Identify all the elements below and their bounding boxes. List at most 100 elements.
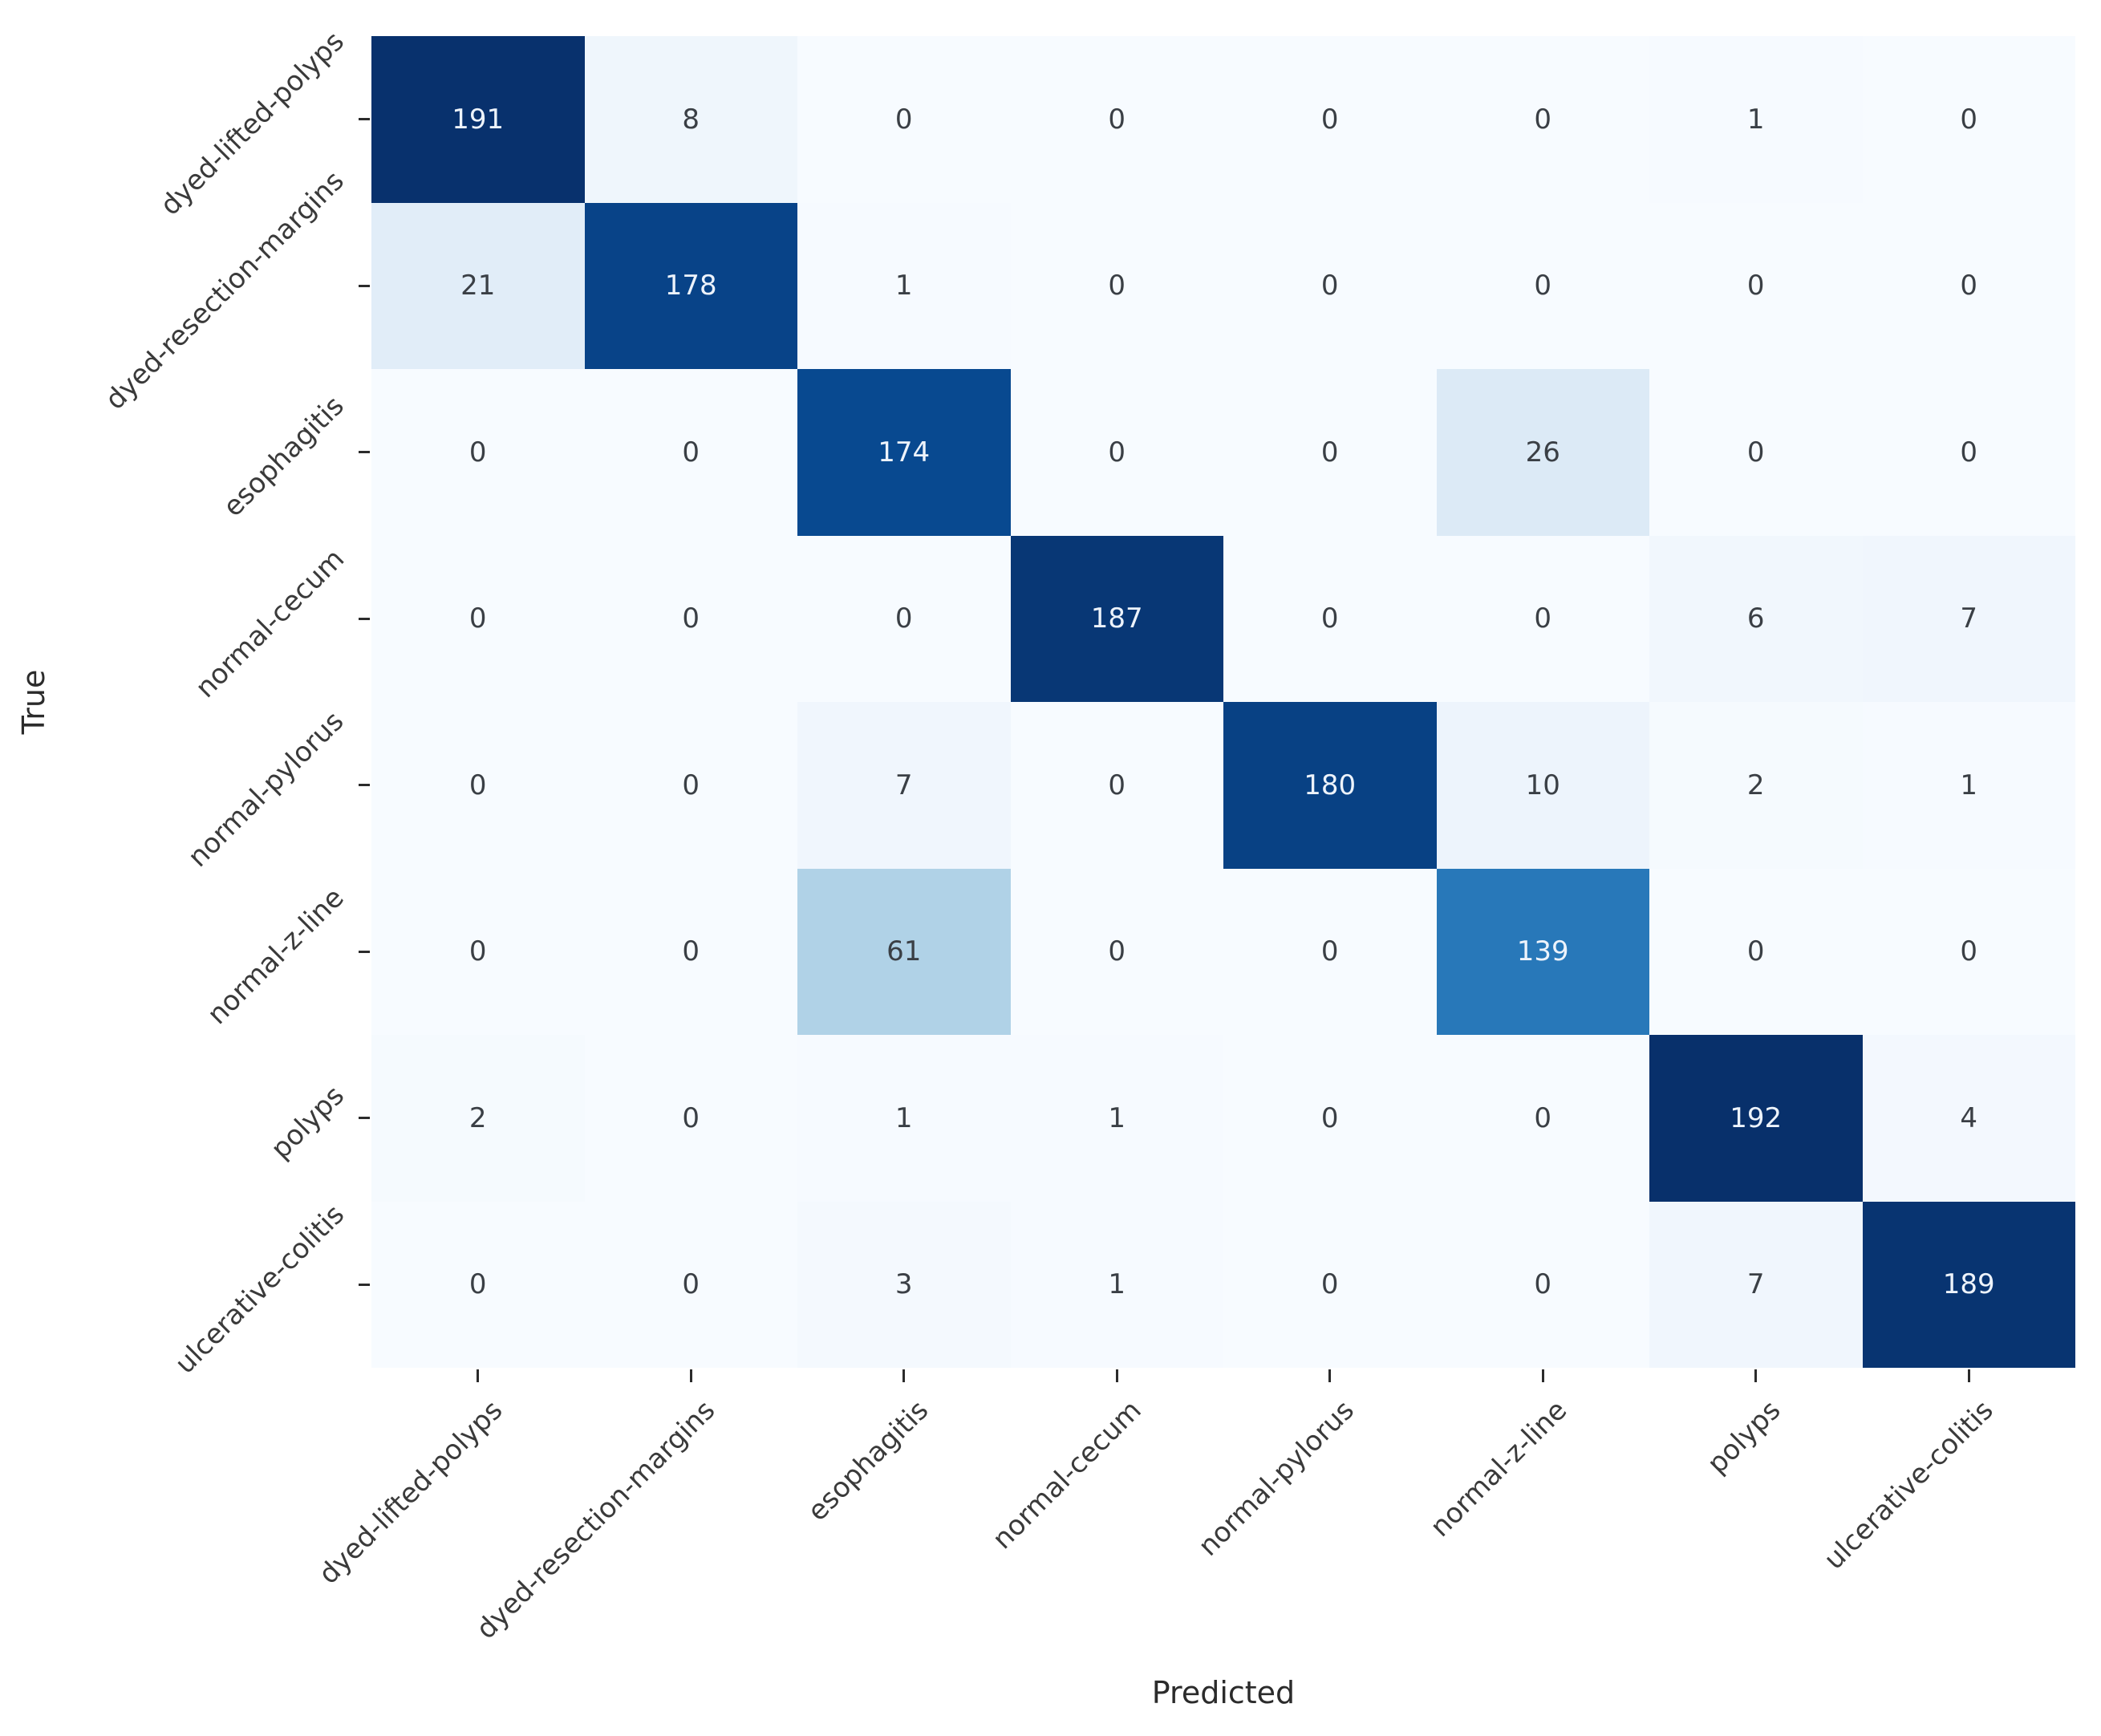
x-axis-tick [1967, 1369, 1970, 1382]
heatmap-cell: 1 [1010, 1035, 1223, 1202]
y-axis-tick [359, 1283, 370, 1286]
heatmap-cell: 0 [371, 369, 585, 536]
cell-value: 0 [1534, 1268, 1552, 1301]
cell-value: 10 [1525, 769, 1560, 801]
cell-value: 1 [1108, 1268, 1126, 1301]
x-axis-tick [1541, 1369, 1544, 1382]
heatmap-cell: 2 [371, 1035, 585, 1202]
cell-value: 0 [1320, 1101, 1339, 1134]
cell-value: 0 [1534, 1101, 1552, 1134]
heatmap-cell: 0 [797, 36, 1011, 203]
heatmap-cell: 0 [1223, 202, 1437, 369]
x-axis-tick [477, 1369, 480, 1382]
cell-value: 0 [1746, 935, 1765, 968]
cell-value: 0 [468, 935, 487, 968]
heatmap-cell: 7 [1649, 1201, 1863, 1368]
cell-value: 0 [682, 769, 700, 801]
heatmap-cell: 3 [797, 1201, 1011, 1368]
x-tick-label-esophagitis: esophagitis [801, 1394, 935, 1528]
heatmap-plot: 191 8 0 0 0 0 1 0 21 178 1 0 0 0 0 0 0 0 174 0 0 26 0 0 0 0 0 187 0 0… [371, 36, 2075, 1368]
cell-value: 3 [894, 1268, 913, 1301]
cell-value: 2 [468, 1101, 487, 1134]
cell-value: 0 [1320, 1268, 1339, 1301]
y-tick-label-dyed-resection-margins: dyed-resection-margins [99, 164, 351, 416]
x-axis-tick [1754, 1369, 1758, 1382]
cell-value: 21 [460, 270, 496, 302]
y-tick-label-normal-cecum: normal-cecum [189, 542, 351, 704]
cell-value: 174 [878, 436, 931, 468]
cell-value: 0 [682, 935, 700, 968]
x-tick-label-ulcerative-colitis: ulcerative-colitis [1817, 1394, 2000, 1576]
heatmap-cell: 10 [1436, 702, 1649, 869]
heatmap-cell: 61 [797, 868, 1011, 1035]
heatmap-cell: 26 [1436, 369, 1649, 536]
x-axis-tick [902, 1369, 906, 1382]
heatmap-cell: 0 [1223, 369, 1437, 536]
heatmap-cell: 187 [1010, 535, 1223, 702]
heatmap-cell: 189 [1862, 1201, 2075, 1368]
heatmap-cell: 7 [797, 702, 1011, 869]
heatmap-cell: 0 [584, 369, 797, 536]
cell-value: 0 [1960, 103, 1978, 136]
heatmap-cell: 174 [797, 369, 1011, 536]
cell-value: 0 [1108, 935, 1126, 968]
heatmap-cell: 0 [1010, 868, 1223, 1035]
cell-value: 0 [468, 769, 487, 801]
cell-value: 0 [468, 1268, 487, 1301]
cell-value: 178 [664, 270, 717, 302]
heatmap-cell: 0 [584, 535, 797, 702]
cell-value: 0 [682, 602, 700, 635]
x-tick-label-dyed-resection-margins: dyed-resection-margins [470, 1394, 722, 1646]
cell-value: 26 [1525, 436, 1560, 468]
y-axis-tick [359, 950, 370, 953]
heatmap-cell: 0 [1436, 1035, 1649, 1202]
heatmap-cell: 0 [1010, 369, 1223, 536]
heatmap-cell: 1 [797, 1035, 1011, 1202]
heatmap-cell: 7 [1862, 535, 2075, 702]
cell-value: 2 [1746, 769, 1765, 801]
x-tick-label-normal-cecum: normal-cecum [986, 1394, 1148, 1556]
heatmap-cell: 191 [371, 36, 585, 203]
y-tick-label-ulcerative-colitis: ulcerative-colitis [168, 1198, 351, 1381]
heatmap-cell: 0 [584, 1201, 797, 1368]
cell-value: 0 [1320, 436, 1339, 468]
heatmap-cell: 178 [584, 202, 797, 369]
y-tick-label-esophagitis: esophagitis [217, 390, 351, 524]
cell-value: 61 [886, 935, 922, 968]
cell-value: 1 [1108, 1101, 1126, 1134]
cell-value: 192 [1730, 1101, 1783, 1134]
y-tick-label-normal-pylorus: normal-pylorus [182, 705, 351, 874]
heatmap-cell: 0 [1223, 1035, 1437, 1202]
y-axis-title: True [16, 669, 51, 735]
cell-value: 0 [468, 602, 487, 635]
cell-value: 8 [682, 103, 700, 136]
y-axis-tick [359, 284, 370, 287]
cell-value: 1 [894, 1101, 913, 1134]
cell-value: 0 [1960, 436, 1978, 468]
heatmap-cell: 0 [1010, 202, 1223, 369]
x-axis-tick [689, 1369, 692, 1382]
heatmap-cell: 0 [1436, 535, 1649, 702]
y-axis-tick [359, 617, 370, 620]
cell-value: 0 [468, 436, 487, 468]
x-tick-label-dyed-lifted-polyps: dyed-lifted-polyps [312, 1394, 509, 1591]
cell-value: 0 [1534, 602, 1552, 635]
cell-value: 0 [1746, 270, 1765, 302]
cell-value: 0 [1108, 436, 1126, 468]
x-axis-tick [1115, 1369, 1118, 1382]
heatmap-cell: 6 [1649, 535, 1863, 702]
heatmap-cell: 0 [1010, 36, 1223, 203]
cell-value: 0 [1960, 935, 1978, 968]
cell-value: 0 [894, 103, 913, 136]
heatmap-cell: 1 [1010, 1201, 1223, 1368]
cell-value: 0 [894, 602, 913, 635]
heatmap-cell: 0 [1436, 36, 1649, 203]
heatmap-cell: 0 [1649, 369, 1863, 536]
x-axis-title: Predicted [1151, 1675, 1296, 1710]
heatmap-cell: 0 [1862, 36, 2075, 203]
cell-value: 189 [1942, 1268, 1995, 1301]
heatmap-cell: 1 [1862, 702, 2075, 869]
cell-value: 1 [1960, 769, 1978, 801]
heatmap-cell: 180 [1223, 702, 1437, 869]
x-tick-label-normal-z-line: normal-z-line [1424, 1394, 1574, 1543]
